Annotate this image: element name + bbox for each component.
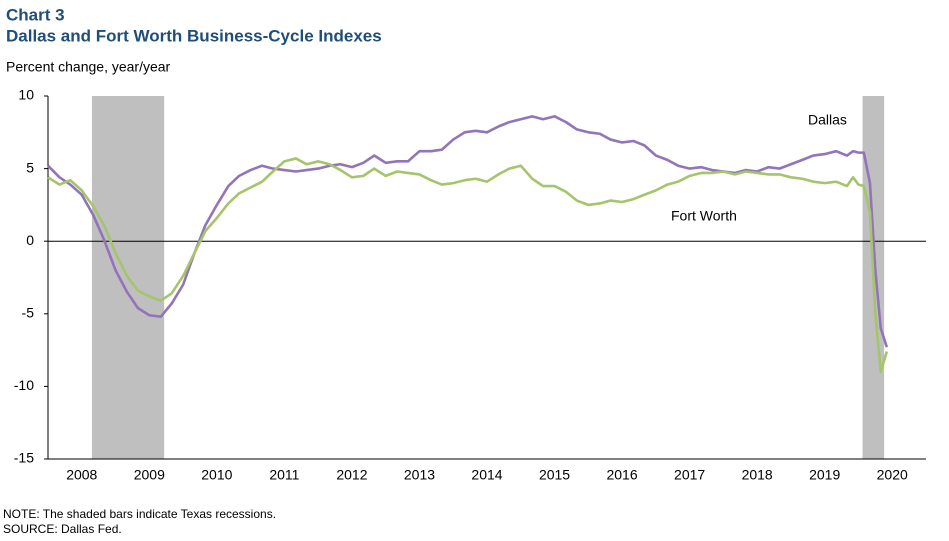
series-label: Dallas [808,112,847,128]
x-tick-label: 2012 [336,467,367,483]
x-tick-label: 2014 [471,467,502,483]
x-tick-label: 2011 [269,467,299,483]
y-tick-label: -5 [22,305,35,321]
series-line [47,115,889,348]
x-tick-label: 2010 [201,467,232,483]
y-tick-label: 0 [26,232,34,248]
chart-label: Chart 3 [6,5,65,24]
x-tick-label: 2013 [404,467,435,483]
x-tick-label: 2015 [539,467,570,483]
x-tick-label: 2019 [809,467,840,483]
y-tick-label: 5 [26,159,34,175]
y-tick-label: -15 [14,450,34,466]
note: NOTE: The shaded bars indicate Texas rec… [3,507,276,521]
x-tick-label: 2020 [877,467,908,483]
x-tick-label: 2009 [134,467,165,483]
x-tick-label: 2008 [66,467,97,483]
y-axis-label: Percent change, year/year [6,59,171,75]
y-tick-label: 10 [18,87,34,103]
chart-title: Dallas and Fort Worth Business-Cycle Ind… [6,26,382,45]
x-tick-label: 2017 [674,467,705,483]
y-tick-label: -10 [14,377,34,393]
x-tick-label: 2018 [742,467,773,483]
x-tick-label: 2016 [606,467,637,483]
series-label: Fort Worth [671,208,737,224]
series-line [47,157,889,374]
source: SOURCE: Dallas Fed. [3,522,122,536]
